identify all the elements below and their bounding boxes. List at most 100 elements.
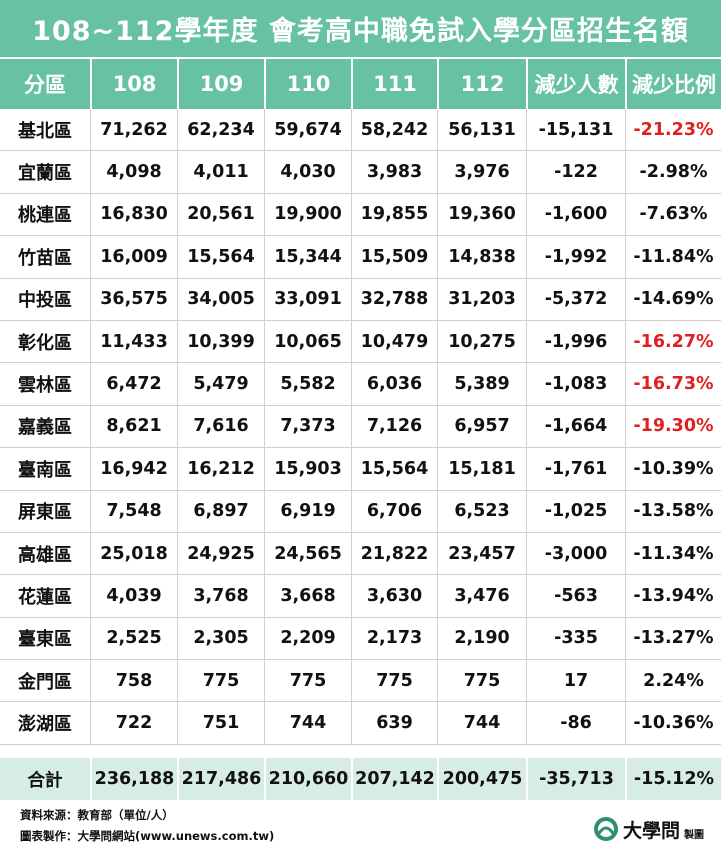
cell-y108: 4,039 <box>90 575 177 617</box>
cell-y112: 23,457 <box>437 532 526 575</box>
cell-decrease-count: -1,761 <box>526 448 625 490</box>
cell-y110: 5,582 <box>264 363 351 405</box>
cell-y112: 19,360 <box>437 193 526 236</box>
cell-y108: 25,018 <box>90 532 177 575</box>
cell-y110: 15,903 <box>264 448 351 490</box>
cell-decrease-rate: -10.36% <box>625 702 721 744</box>
cell-y109: 7,616 <box>177 405 264 448</box>
cell-y112: 2,190 <box>437 617 526 660</box>
cell-y111: 639 <box>351 702 437 744</box>
header-y111: 111 <box>351 59 437 109</box>
cell-decrease-rate: -19.30% <box>625 405 721 448</box>
cell-y111: 2,173 <box>351 617 437 660</box>
cell-y110: 775 <box>264 660 351 702</box>
cell-region: 宜蘭區 <box>18 163 72 185</box>
cell-region: 竹苗區 <box>18 247 72 269</box>
cell-y109: 775 <box>177 660 264 702</box>
cell-y108: 16,009 <box>90 236 177 278</box>
cell-region: 桃連區 <box>18 205 72 227</box>
cell-y108: 16,942 <box>90 448 177 490</box>
cell-y108: 758 <box>90 660 177 702</box>
maker-note: 圖表製作：大學問網站(www.unews.com.tw) <box>20 829 275 843</box>
cell-y112: 14,838 <box>437 236 526 278</box>
cell-decrease-rate: -11.34% <box>625 532 721 575</box>
cell-decrease-rate: -10.39% <box>625 448 721 490</box>
cell-region: 高雄區 <box>18 544 72 566</box>
table-row: 彰化區 11,433 10,399 10,065 10,479 10,275 -1,996-… <box>0 320 721 364</box>
header-decrease-count: 減少人數 <box>526 59 625 109</box>
cell-y109: 5,479 <box>177 363 264 405</box>
cell-y112: 3,476 <box>437 575 526 617</box>
total-y112: 200,475 <box>437 758 526 800</box>
cell-decrease-rate: -7.63% <box>625 193 721 236</box>
cell-y111: 775 <box>351 660 437 702</box>
total-region: 合計 <box>27 770 63 791</box>
cell-y108: 6,472 <box>90 363 177 405</box>
header-y109: 109 <box>177 59 264 109</box>
cell-y111: 6,706 <box>351 490 437 532</box>
table-row: 臺東區 2,525 2,305 2,209 2,173 2,190 -335 -13.27% <box>0 617 721 661</box>
table-row: 竹苗區 16,009 15,564 15,344 15,509 14,838 -1,992-… <box>0 236 721 279</box>
cell-y112: 56,131 <box>437 109 526 151</box>
cell-y109: 20,561 <box>177 193 264 236</box>
cell-y109: 2,305 <box>177 617 264 660</box>
cell-y110: 2,209 <box>264 617 351 660</box>
cell-y112: 6,957 <box>437 405 526 448</box>
cell-region: 基北區 <box>18 120 72 142</box>
cell-y112: 3,976 <box>437 151 526 193</box>
cell-y112: 744 <box>437 702 526 744</box>
cell-y110: 3,668 <box>264 575 351 617</box>
cell-y110: 4,030 <box>264 151 351 193</box>
footer: 資料來源：教育部（單位/人） 圖表製作：大學問網站(www.unews.com.… <box>20 805 274 847</box>
cell-decrease-rate: -13.58% <box>625 490 721 532</box>
table-row: 花蓮區 4,039 3,768 3,668 3,630 3,476 -563 -13.94% <box>0 575 721 618</box>
total-row: 合計 236,188 217,486 210,660 207,142 200,475 -35… <box>0 758 721 800</box>
cell-region: 彰化區 <box>18 332 72 354</box>
cell-y110: 6,919 <box>264 490 351 532</box>
cell-decrease-rate: -14.69% <box>625 278 721 320</box>
cell-y111: 58,242 <box>351 109 437 151</box>
cell-region: 花蓮區 <box>18 586 72 608</box>
cell-y109: 62,234 <box>177 109 264 151</box>
cell-y111: 3,983 <box>351 151 437 193</box>
cell-region: 屏東區 <box>18 502 72 524</box>
cell-y110: 744 <box>264 702 351 744</box>
cell-region: 雲林區 <box>18 375 72 397</box>
cell-decrease-rate: -11.84% <box>625 236 721 278</box>
source-note: 資料來源：教育部（單位/人） <box>20 808 174 822</box>
logo-text: 大學問 <box>623 819 681 842</box>
cell-decrease-rate: -13.94% <box>625 575 721 617</box>
total-decrease-rate: -15.12% <box>625 758 721 800</box>
cell-region: 臺南區 <box>18 459 72 481</box>
cell-y110: 15,344 <box>264 236 351 278</box>
cell-decrease-count: -1,996 <box>526 320 625 363</box>
cell-decrease-rate: -16.73% <box>625 363 721 405</box>
cell-decrease-rate: -13.27% <box>625 617 721 660</box>
cell-y110: 24,565 <box>264 532 351 575</box>
cell-y112: 10,275 <box>437 320 526 363</box>
cell-y109: 3,768 <box>177 575 264 617</box>
cell-y108: 71,262 <box>90 109 177 151</box>
total-decrease-count: -35,713 <box>526 758 625 800</box>
cell-y112: 31,203 <box>437 278 526 320</box>
cell-y110: 19,900 <box>264 193 351 236</box>
cell-y109: 4,011 <box>177 151 264 193</box>
cell-y111: 21,822 <box>351 532 437 575</box>
cell-y111: 15,509 <box>351 236 437 278</box>
cell-y111: 19,855 <box>351 193 437 236</box>
logo-subtext: 製圖 <box>684 829 705 841</box>
cell-decrease-rate: -16.27% <box>625 320 721 363</box>
cell-decrease-rate: 2.24% <box>625 660 721 702</box>
cell-y108: 7,548 <box>90 490 177 532</box>
total-y109: 217,486 <box>177 758 264 800</box>
cell-decrease-count: -15,131 <box>526 109 625 151</box>
cell-region: 金門區 <box>18 671 72 693</box>
table-row: 基北區 71,262 62,234 59,674 58,242 56,131 -15,131… <box>0 109 721 152</box>
brand-logo: 大學問 製圖 <box>592 815 704 843</box>
cell-y109: 751 <box>177 702 264 744</box>
table-row: 金門區 758 775 775 775 775 17 2.24% <box>0 660 721 703</box>
table-title: 108~112學年度 會考高中職免試入學分區招生名額 <box>0 0 721 57</box>
table-body: 基北區 71,262 62,234 59,674 58,242 56,131 -15,131… <box>0 109 721 745</box>
header-y108: 108 <box>90 59 177 109</box>
cell-y108: 2,525 <box>90 617 177 660</box>
